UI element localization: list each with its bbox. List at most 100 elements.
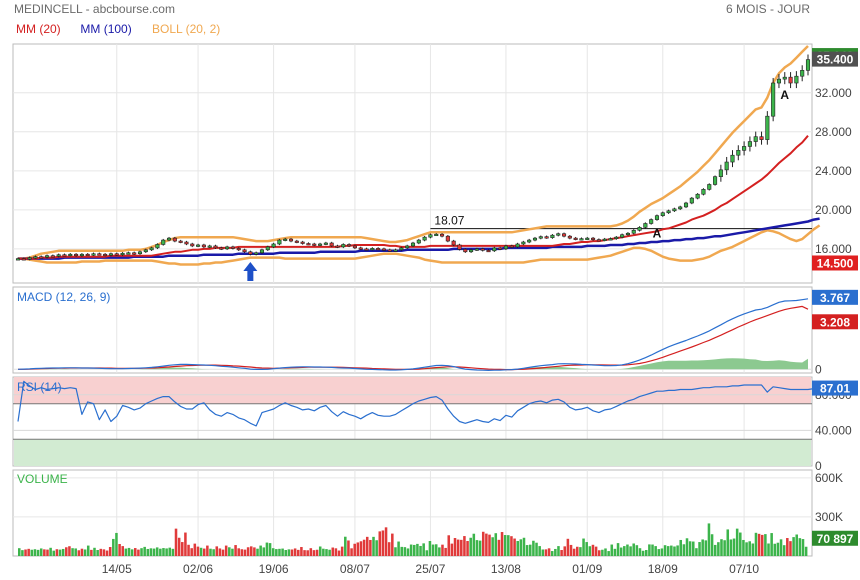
volume-bar [284,550,288,556]
low-marker-label-bg [812,255,858,271]
macd-histogram [18,358,808,370]
volume-bar [701,539,704,556]
candle-body [45,255,50,258]
candle-body [800,70,805,77]
volume-bar [353,543,356,556]
candle-body [515,243,520,248]
volume-bar [127,547,131,556]
candle-body [184,241,189,245]
volume-bar [710,534,714,556]
candle-body [201,244,206,248]
candle-body [393,249,398,252]
volume-bar [500,532,504,556]
candle-body [707,184,712,190]
volume-bar [532,540,535,556]
volume-bar [491,537,494,556]
candle-body [643,223,648,228]
annotation-a: A [653,227,662,241]
candle-body [33,256,38,259]
volume-bar [576,546,579,556]
volume-bar [334,548,338,556]
candle-body [335,245,340,248]
candle-body [480,248,485,251]
volume-bar [739,532,742,556]
volume-bar [155,547,159,556]
volume-bar [143,546,146,556]
candle-body [62,254,67,257]
candle-body [747,141,752,147]
candle-body [689,197,694,204]
volume-bar [732,538,736,556]
volume-bar [340,546,344,556]
candle-body [718,169,723,177]
volume-bar [519,539,523,556]
volume-bar [118,544,121,556]
volume-bar [795,534,798,556]
candle-body [196,244,201,247]
volume-bar [394,547,397,556]
volume-bar [275,549,278,556]
volume-bar [723,540,726,556]
volume-bar [428,541,432,556]
macd-line [17,298,809,371]
volume-bar [256,548,259,556]
volume-bar [804,546,808,556]
candle-body [27,257,32,260]
candle-body [178,240,183,243]
volume-bar [168,547,172,556]
candle-body [585,237,590,240]
volume-bar [629,546,632,556]
volume-bar [359,541,363,556]
bollinger-lower-band [18,224,821,266]
candle-body [288,238,294,242]
volume-bar [309,548,313,556]
volume-bar [337,550,341,556]
volume-bar [83,549,87,556]
candle-body [416,239,421,244]
candle-body [683,202,689,208]
volume-bar [776,542,780,556]
volume-bar [209,548,212,556]
candle-body [329,242,334,247]
candle-body [248,251,253,255]
candle-body [649,219,654,224]
candle-body [312,243,317,246]
legend-item: MM (20) [16,22,61,36]
volume-bar [717,542,720,556]
candle-body [579,238,584,241]
volume-bar [572,548,576,556]
candle-body [434,233,439,237]
volume-bar [202,548,206,556]
candle-body [532,237,538,241]
volume-bar [535,542,538,556]
volume-bar [475,540,479,556]
x-tick-label: 13/08 [491,562,521,576]
candle-body [364,248,369,251]
volume-bar [74,548,77,556]
volume-bar [798,538,802,556]
volume-bar [666,546,670,556]
volume-bar [350,548,353,556]
candle-body [230,246,235,249]
volume-bar [510,536,513,556]
volume-bar [328,549,331,556]
volume-bar [692,541,695,556]
volume-bar [447,535,451,556]
volume-bar [159,548,162,556]
volume-bar [726,529,730,556]
volume-bar [249,546,253,556]
volume-bar [764,534,767,556]
volume-bar [18,548,21,556]
candle-body [108,253,113,256]
low-marker-label: 14.500 [817,256,854,270]
candle-body [596,239,601,242]
candle-body [358,247,363,250]
volume-bar [190,548,193,556]
candle-body [126,252,131,255]
candle-body [550,234,555,238]
candle-body [271,243,276,248]
candle-body [782,76,787,80]
candle-body [323,242,328,245]
volume-bar [240,549,244,556]
volume-bar [234,545,237,556]
